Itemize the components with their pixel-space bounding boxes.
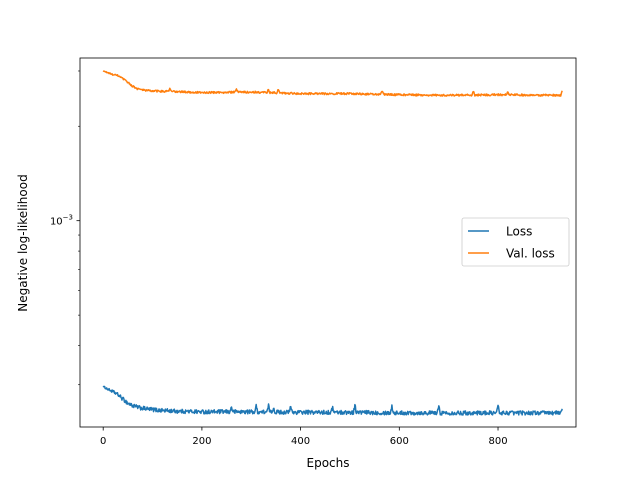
axes-layer: 0 200 400 600 800 10−3 [50,57,577,447]
legend-box [461,217,570,267]
x-tick-label-2: 400 [291,436,310,447]
series-line-1 [102,70,563,97]
series-layer [102,70,563,416]
x-tick-label-1: 200 [192,436,211,447]
x-tick-label-3: 600 [390,436,409,447]
legend: Loss Val. loss [461,217,570,267]
y-tick-label-0: 10−3 [50,214,73,228]
axes-frame [79,57,577,428]
x-axis-label: Epochs [307,456,350,470]
y-axis-label: Negative log-likelihood [16,174,30,311]
legend-label-0: Loss [506,225,532,239]
x-tick-label-4: 800 [488,436,507,447]
x-tick-label-0: 0 [100,436,106,447]
legend-label-1: Val. loss [506,247,555,261]
series-line-0 [102,385,563,416]
